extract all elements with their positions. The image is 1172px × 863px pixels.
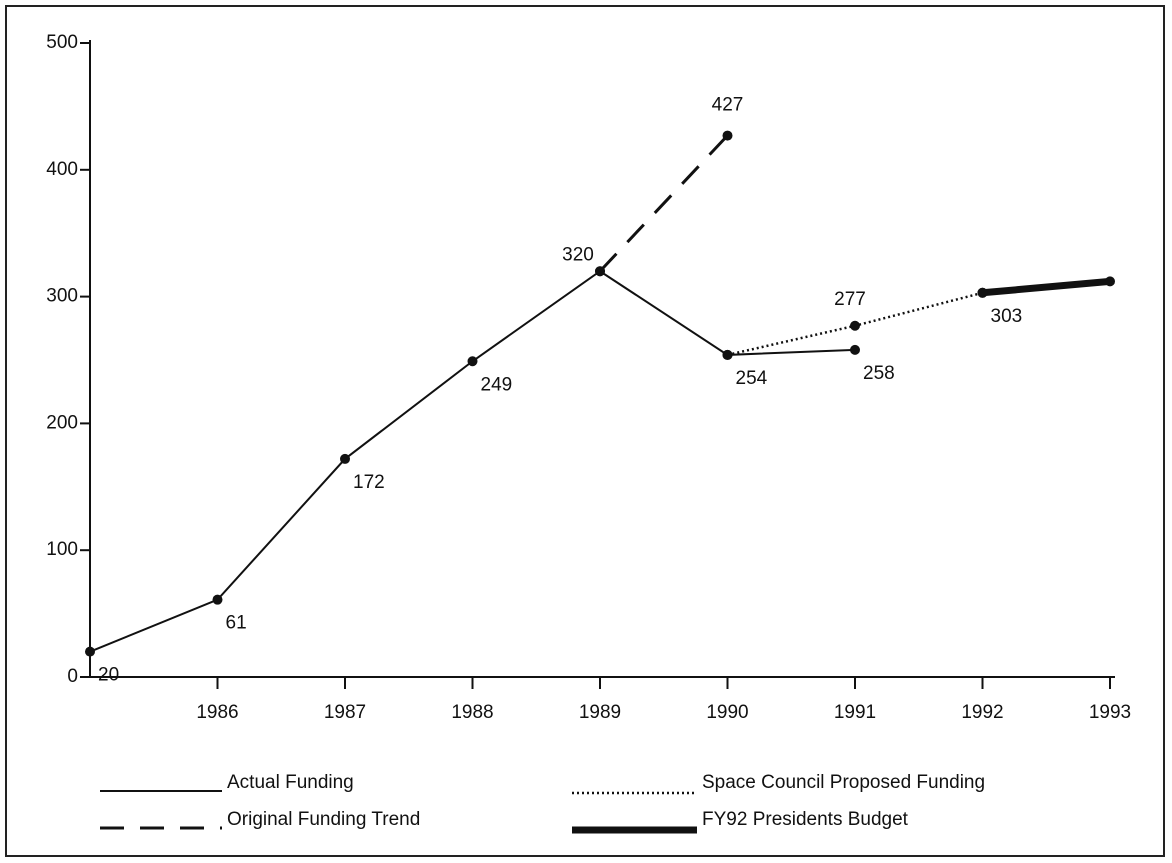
data-label: 249	[481, 374, 513, 395]
legend-label: Actual Funding	[227, 772, 354, 793]
data-point	[722, 130, 733, 141]
data-point	[850, 344, 860, 355]
series-line	[89, 270, 856, 653]
legend-label: FY92 Presidents Budget	[702, 809, 909, 830]
x-tick-label: 1988	[451, 702, 493, 723]
data-label: 172	[353, 472, 385, 493]
y-tick-label: 500	[46, 32, 78, 53]
data-point	[850, 320, 860, 331]
data-label: 427	[712, 95, 744, 116]
data-label: 254	[736, 368, 768, 389]
data-label: 61	[226, 613, 247, 634]
data-point	[1105, 276, 1115, 287]
frame	[5, 5, 1165, 857]
series-line	[982, 277, 1111, 297]
x-tick-label: 1989	[579, 702, 621, 723]
series-line	[598, 134, 729, 273]
data-point	[722, 349, 733, 360]
legend-label: Space Council Proposed Funding	[702, 772, 985, 793]
data-point	[340, 453, 350, 464]
data-point	[85, 646, 95, 657]
data-label: 320	[562, 244, 594, 265]
x-tick-label: 1990	[706, 702, 748, 723]
data-point	[212, 594, 223, 605]
x-tick-label: 1986	[196, 702, 238, 723]
x-tick-label: 1991	[834, 702, 876, 723]
y-tick-label: 200	[46, 412, 78, 433]
x-tick-label: 1987	[324, 702, 366, 723]
data-label: 258	[863, 363, 895, 384]
y-tick-label: 300	[46, 286, 78, 307]
data-label: 20	[98, 665, 119, 686]
x-tick-label: 1992	[961, 702, 1003, 723]
data-point	[595, 266, 605, 277]
data-label: 277	[834, 289, 866, 310]
data-label: 303	[991, 306, 1023, 327]
y-tick-label: 400	[46, 159, 78, 180]
y-tick-label: 0	[67, 666, 78, 687]
x-tick-label: 1993	[1089, 702, 1131, 723]
data-point	[467, 356, 478, 367]
data-point	[977, 287, 988, 298]
y-tick-label: 100	[46, 539, 78, 560]
legend-label: Original Funding Trend	[227, 809, 420, 830]
